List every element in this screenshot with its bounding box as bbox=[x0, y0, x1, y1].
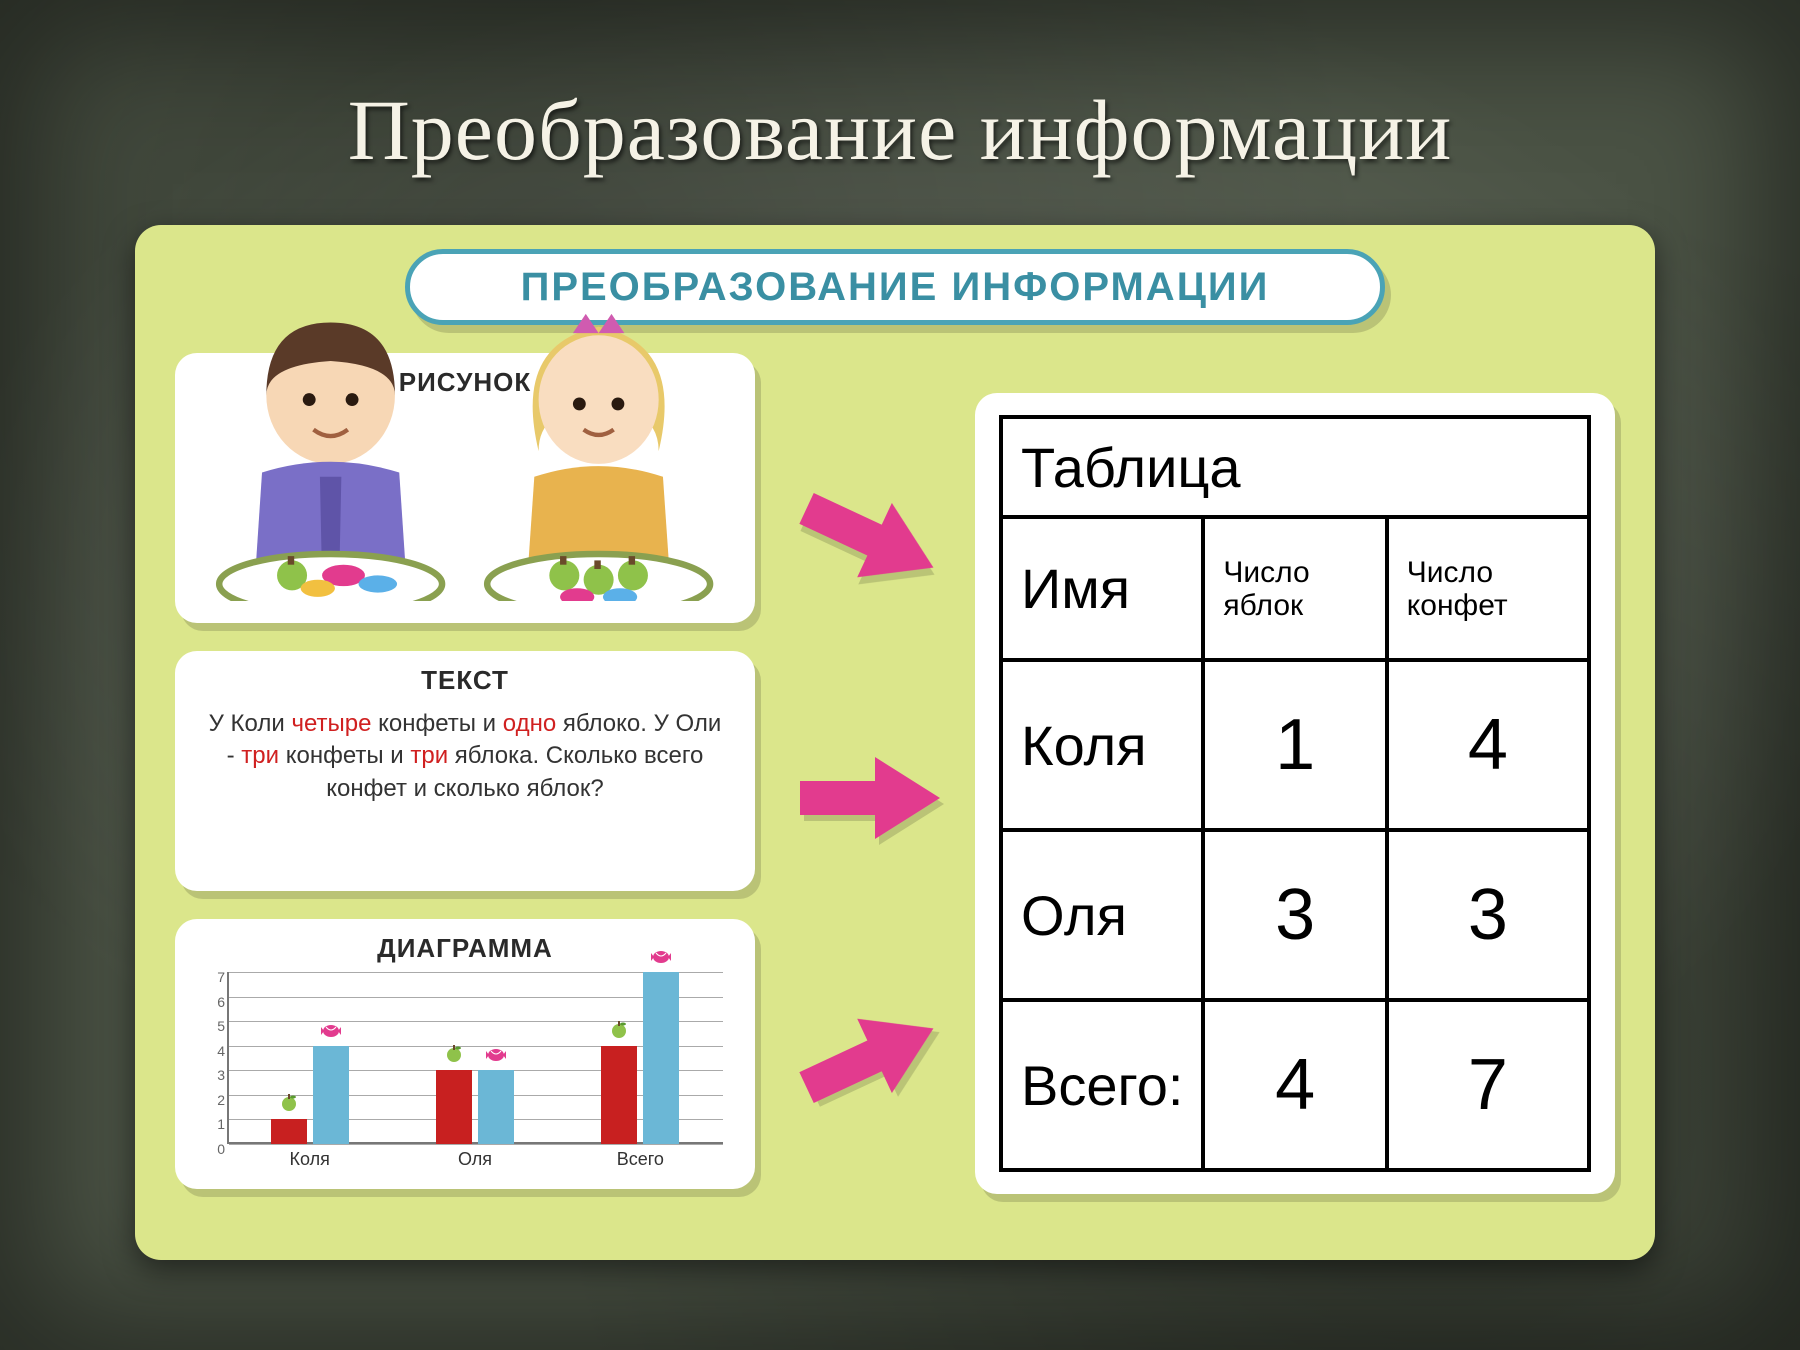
arrow-icon bbox=[795, 483, 945, 598]
apple-icon bbox=[444, 1043, 464, 1068]
table-card: Таблица Имя Число яблок Число конфет Кол… bbox=[975, 393, 1615, 1194]
table-col-1: Число яблок bbox=[1203, 517, 1386, 660]
girl-illustration bbox=[470, 301, 727, 606]
data-table: Таблица Имя Число яблок Число конфет Кол… bbox=[999, 415, 1591, 1172]
bar-chart: 01234567 КоляОляВсего bbox=[197, 972, 733, 1172]
chart-bar bbox=[271, 1119, 307, 1144]
chart-card: ДИАГРАММА 01234567 КоляОляВсего bbox=[175, 919, 755, 1189]
apple-icon bbox=[609, 1019, 629, 1044]
boy-illustration bbox=[202, 301, 459, 606]
candy-icon bbox=[318, 1023, 344, 1044]
apple-icon bbox=[279, 1092, 299, 1117]
chart-bar bbox=[478, 1070, 514, 1144]
left-column: РИСУНОК bbox=[175, 353, 755, 1214]
chart-bar bbox=[313, 1046, 349, 1144]
chart-bar bbox=[643, 972, 679, 1144]
text-card-label: ТЕКСТ bbox=[197, 665, 733, 696]
chart-bar bbox=[601, 1046, 637, 1144]
arrow-icon bbox=[795, 743, 945, 858]
chart-bar bbox=[436, 1070, 472, 1144]
bar-group: Оля bbox=[436, 1070, 514, 1144]
table-title: Таблица bbox=[1001, 417, 1589, 517]
table-col-0: Имя bbox=[1001, 517, 1203, 660]
slide-title: Преобразование информации bbox=[0, 80, 1800, 180]
candy-icon bbox=[648, 949, 674, 970]
text-card: ТЕКСТ У Коли четыре конфеты и одно яблок… bbox=[175, 651, 755, 891]
infographic-panel: ПРЕОБРАЗОВАНИЕ ИНФОРМАЦИИ РИСУНОК bbox=[135, 225, 1655, 1260]
text-card-body: У Коли четыре конфеты и одно яблоко. У О… bbox=[197, 704, 733, 809]
picture-card: РИСУНОК bbox=[175, 353, 755, 623]
arrows-column bbox=[795, 353, 935, 1214]
bar-group: Коля bbox=[271, 1046, 349, 1144]
table-row-total: Всего: 4 7 bbox=[1001, 1000, 1589, 1170]
table-col-2: Число конфет bbox=[1387, 517, 1589, 660]
bar-group: Всего bbox=[601, 972, 679, 1144]
table-row: Оля 3 3 bbox=[1001, 830, 1589, 1000]
table-row: Коля 1 4 bbox=[1001, 660, 1589, 830]
arrow-icon bbox=[795, 1003, 945, 1118]
candy-icon bbox=[483, 1047, 509, 1068]
